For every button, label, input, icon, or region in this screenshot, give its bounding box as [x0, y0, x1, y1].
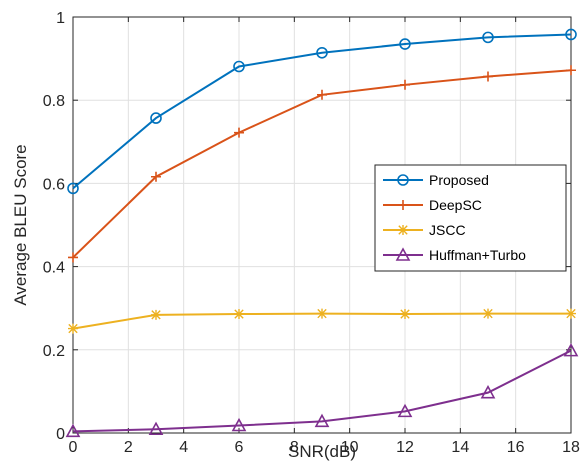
y-tick-label: 1: [56, 10, 65, 27]
circle-marker: [150, 112, 162, 124]
x-tick-label: 4: [179, 439, 188, 456]
asterisk-marker: [483, 308, 493, 319]
legend-item: JSCC: [383, 222, 466, 238]
circle-marker: [67, 182, 79, 195]
series-group: [65, 28, 579, 438]
y-tick-label: 0: [56, 426, 65, 443]
plus-marker: [398, 200, 408, 210]
circle-marker: [399, 38, 411, 50]
y-axis-label: Average BLEU Score: [11, 144, 30, 305]
circle-marker: [565, 28, 577, 41]
legend-item: Huffman+Turbo: [383, 247, 526, 263]
triangle-marker: [65, 423, 81, 438]
plus-marker: [317, 89, 327, 100]
x-tick-label: 2: [124, 439, 133, 456]
asterisk-marker: [68, 323, 78, 334]
plus-marker: [68, 252, 78, 263]
y-tick-label: 0.2: [43, 343, 65, 360]
y-tick-label: 0.8: [43, 93, 65, 110]
series-line: [72, 33, 572, 190]
triangle-marker: [395, 247, 411, 261]
legend-item: DeepSC: [383, 197, 482, 213]
asterisk-marker: [317, 308, 327, 319]
legend-label: DeepSC: [429, 197, 482, 213]
legend-label: Proposed: [429, 172, 489, 188]
circle-marker: [397, 174, 409, 186]
x-tick-label: 18: [562, 439, 580, 456]
series-deepsc: [68, 65, 576, 263]
asterisk-marker: [234, 309, 244, 320]
triangle-marker: [231, 417, 247, 432]
axis-ticks: 0 2 4 6 8 10 12 14 16 18 0 0.2 0.4 0.6 0.8 1: [43, 10, 580, 456]
x-tick-label: 0: [69, 439, 78, 456]
x-tick-label: 16: [507, 439, 525, 456]
asterisk-marker: [151, 309, 161, 320]
x-axis-label: SNR(dB): [288, 442, 356, 461]
circle-marker: [233, 60, 245, 73]
circle-marker: [482, 31, 494, 44]
x-tick-label: 14: [451, 439, 469, 456]
legend: Proposed DeepSC JSCC Huffman+Turbo: [374, 164, 567, 272]
y-tick-label: 0.4: [43, 260, 65, 277]
series-line: [72, 349, 572, 433]
triangle-marker: [480, 384, 496, 399]
plus-marker: [151, 171, 161, 182]
legend-item: Proposed: [383, 172, 489, 188]
series-huffman-turbo: [65, 342, 579, 438]
plus-marker: [234, 127, 244, 138]
x-tick-label: 10: [341, 439, 359, 456]
asterisk-marker: [398, 225, 408, 235]
y-tick-label: 0.6: [43, 176, 65, 193]
triangle-marker: [148, 421, 164, 436]
asterisk-marker: [400, 309, 410, 320]
plot-area: [72, 16, 572, 434]
x-tick-label: 8: [290, 439, 299, 456]
series-jscc: [68, 308, 576, 334]
triangle-marker: [397, 403, 413, 418]
legend-label: Huffman+Turbo: [429, 247, 526, 263]
plus-marker: [566, 65, 576, 76]
plus-marker: [483, 71, 493, 82]
legend-label: JSCC: [429, 222, 466, 238]
x-tick-label: 12: [396, 439, 414, 456]
triangle-marker: [563, 342, 579, 357]
plus-marker: [400, 79, 410, 90]
asterisk-marker: [566, 308, 576, 319]
series-proposed: [67, 28, 577, 195]
triangle-marker: [314, 413, 330, 428]
x-tick-label: 6: [235, 439, 244, 456]
circle-marker: [316, 46, 328, 59]
